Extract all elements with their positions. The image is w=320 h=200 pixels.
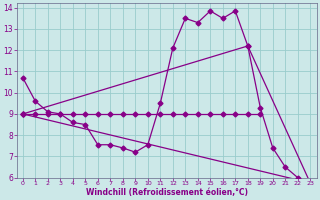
- X-axis label: Windchill (Refroidissement éolien,°C): Windchill (Refroidissement éolien,°C): [85, 188, 248, 197]
